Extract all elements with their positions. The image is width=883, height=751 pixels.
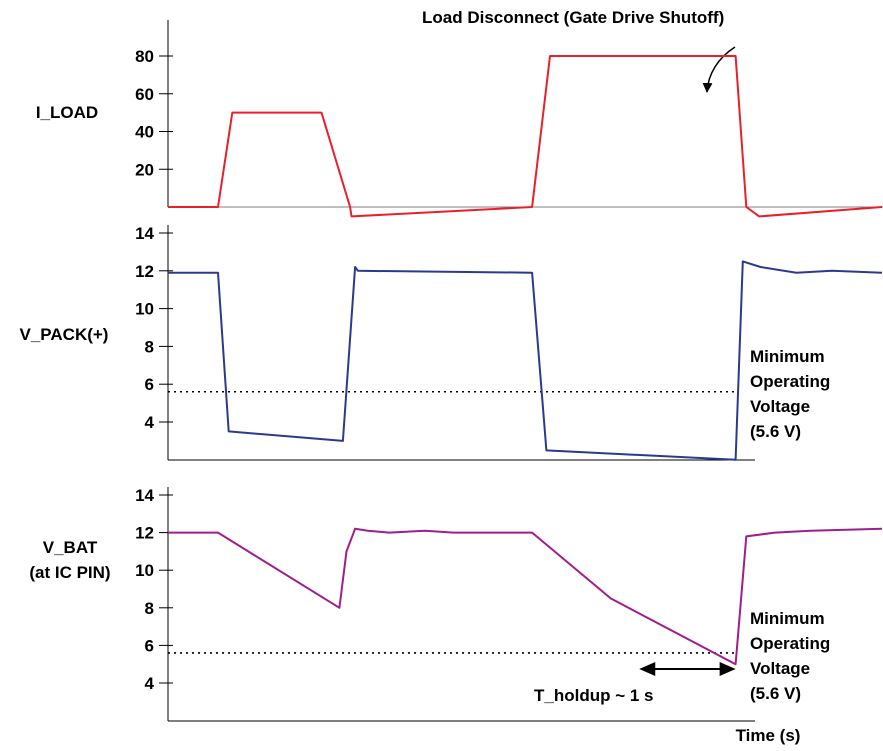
v-pack-series-line [168, 260, 883, 461]
i-load-series-line [168, 55, 883, 218]
v-bat-tick-label: 6 [145, 636, 154, 655]
v-bat-axis-label-line-2: (at IC PIN) [29, 563, 110, 582]
holdup-arrow-left-head [639, 662, 656, 676]
v-pack-threshold-note-line-4: (5.6 V) [750, 422, 801, 441]
v-pack-tick-label: 6 [145, 375, 154, 394]
v-bat-threshold-note-line-2: Operating [750, 634, 830, 653]
v-bat-tick-label: 12 [135, 524, 154, 543]
v-bat-threshold-note-line-1: Minimum [750, 609, 825, 628]
i-load-tick-label: 80 [135, 47, 154, 66]
v-bat-threshold-note-line-3: Voltage [750, 659, 810, 678]
v-pack-panel: V_PACK(+) Minimum Operating Voltage (5.6… [20, 224, 883, 461]
v-bat-tick-label: 14 [135, 486, 154, 505]
v-pack-threshold-note-line-1: Minimum [750, 347, 825, 366]
v-pack-tick-label: 10 [135, 300, 154, 319]
v-pack-tick-label: 12 [135, 262, 154, 281]
holdup-label: T_holdup ~ 1 s [534, 686, 654, 705]
v-bat-axis-label-line-1: V_BAT [43, 538, 98, 557]
i-load-tick-label: 60 [135, 85, 154, 104]
i-load-tick-label: 40 [135, 123, 154, 142]
i-load-panel: I_LOAD Load Disconnect (Gate Drive Shuto… [36, 8, 883, 218]
v-bat-tick-label: 8 [145, 599, 154, 618]
i-load-tick-label: 20 [135, 160, 154, 179]
v-pack-axis-label: V_PACK(+) [20, 325, 109, 344]
holdup-arrow-right-head [719, 662, 736, 676]
v-bat-panel: V_BAT (at IC PIN) Minimum Operating Volt… [29, 486, 883, 745]
v-bat-threshold-note-line-4: (5.6 V) [750, 684, 801, 703]
v-pack-tick-label: 8 [145, 337, 154, 356]
annotation-arrow [702, 46, 736, 93]
v-pack-threshold-note-line-2: Operating [750, 372, 830, 391]
v-bat-series-line [168, 527, 883, 666]
v-bat-tick-label: 4 [145, 674, 155, 693]
x-axis-label: Time (s) [736, 726, 801, 745]
i-load-axis-label: I_LOAD [36, 103, 98, 122]
v-pack-threshold-note-line-3: Voltage [750, 397, 810, 416]
v-pack-tick-label: 14 [135, 224, 154, 243]
v-pack-tick-label: 4 [145, 413, 155, 432]
load-disconnect-annotation: Load Disconnect (Gate Drive Shutoff) [422, 8, 724, 27]
v-bat-tick-label: 10 [135, 561, 154, 580]
